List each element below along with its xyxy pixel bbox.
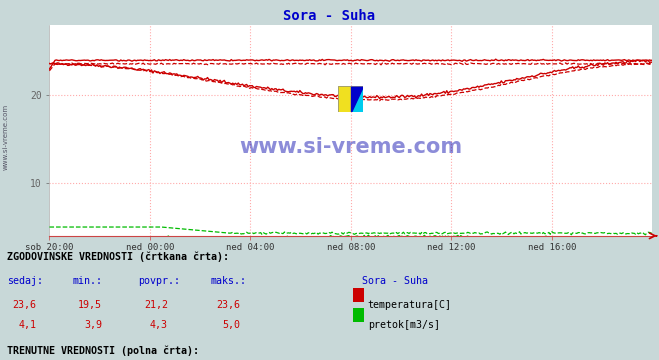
Text: 5,0: 5,0: [223, 320, 241, 330]
Bar: [339, 86, 351, 112]
Text: ned 04:00: ned 04:00: [226, 243, 275, 252]
Text: ned 08:00: ned 08:00: [327, 243, 375, 252]
Text: 19,5: 19,5: [78, 300, 102, 310]
Text: povpr.:: povpr.:: [138, 276, 181, 287]
Text: 23,6: 23,6: [217, 300, 241, 310]
Text: sedaj:: sedaj:: [7, 276, 43, 287]
Text: maks.:: maks.:: [211, 276, 247, 287]
Text: 3,9: 3,9: [84, 320, 102, 330]
Text: 21,2: 21,2: [144, 300, 168, 310]
Text: TRENUTNE VREDNOSTI (polna črta):: TRENUTNE VREDNOSTI (polna črta):: [7, 346, 198, 356]
Text: min.:: min.:: [72, 276, 103, 287]
Text: ned 16:00: ned 16:00: [528, 243, 576, 252]
Text: temperatura[C]: temperatura[C]: [368, 300, 451, 310]
Polygon shape: [351, 86, 364, 112]
Text: ZGODOVINSKE VREDNOSTI (črtkana črta):: ZGODOVINSKE VREDNOSTI (črtkana črta):: [7, 252, 229, 262]
Text: www.si-vreme.com: www.si-vreme.com: [2, 104, 9, 170]
Text: Sora - Suha: Sora - Suha: [283, 9, 376, 23]
Text: www.si-vreme.com: www.si-vreme.com: [239, 138, 463, 157]
Text: sob 20:00: sob 20:00: [25, 243, 74, 252]
Polygon shape: [351, 86, 364, 112]
Text: Sora - Suha: Sora - Suha: [362, 276, 428, 287]
Text: ned 12:00: ned 12:00: [427, 243, 476, 252]
Text: pretok[m3/s]: pretok[m3/s]: [368, 320, 440, 330]
Text: 4,3: 4,3: [150, 320, 168, 330]
Text: 23,6: 23,6: [13, 300, 36, 310]
Text: 4,1: 4,1: [18, 320, 36, 330]
Text: ned 00:00: ned 00:00: [126, 243, 174, 252]
